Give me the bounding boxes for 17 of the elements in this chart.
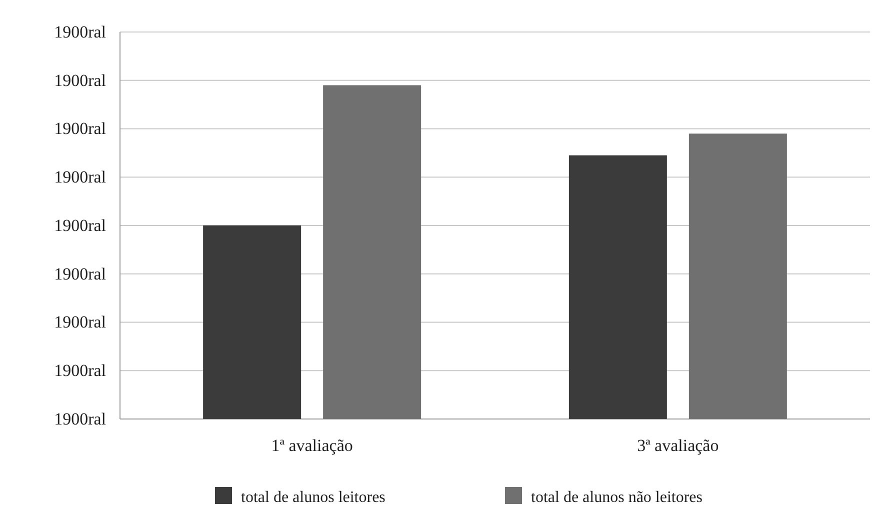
bar: [203, 225, 302, 419]
text: 1900ral: [54, 119, 106, 138]
x-tick-label: 1ª avaliação: [271, 436, 353, 455]
text: 1900ral: [54, 216, 106, 235]
text: 1900ral: [54, 409, 106, 428]
bar: [688, 134, 787, 419]
legend-label: total de alunos leitores: [241, 489, 386, 506]
text: 1900ral: [54, 361, 106, 380]
text: 1900ral: [54, 22, 106, 42]
bar: [323, 85, 422, 419]
x-tick-label: 3ª avaliação: [637, 436, 719, 455]
bar: [568, 155, 667, 419]
text: 1900ral: [54, 168, 106, 187]
legend-label: total de alunos não leitores: [531, 489, 703, 506]
text: 1900ral: [54, 264, 106, 284]
text: 1900ral: [54, 70, 106, 90]
text: 1900ral: [54, 312, 106, 332]
